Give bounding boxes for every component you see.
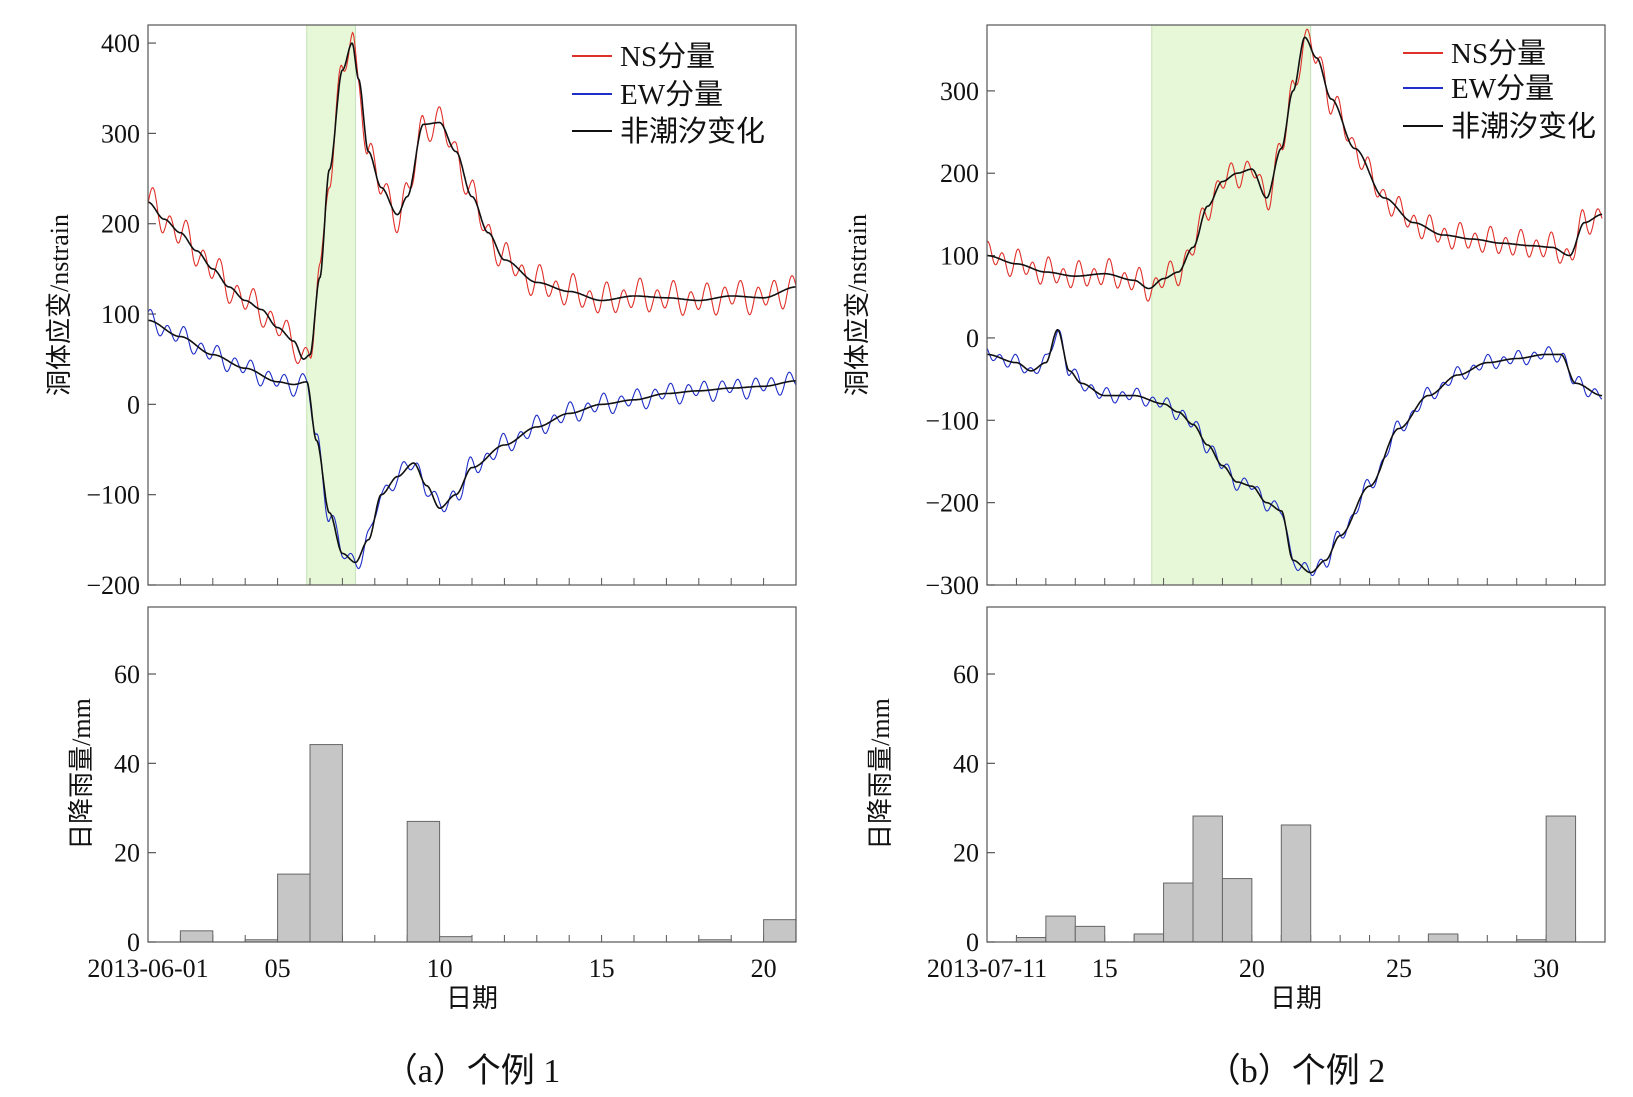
rain-bar (1045, 915, 1076, 943)
panel-b-strain-frame (986, 24, 1606, 586)
rain-bar (1015, 937, 1047, 943)
strain-series-nontidal (987, 36, 1603, 290)
panel-a-shaded-period (306, 24, 356, 586)
strain-ytick-label: 300 (940, 77, 979, 106)
panel-a-rain-ylabel: 日降雨量/mm (67, 698, 96, 850)
rain-bar (439, 936, 473, 943)
rain-bar (1280, 824, 1312, 943)
rain-xtick-label: 30 (1533, 954, 1559, 983)
legend-ew-label: EW分量 (1451, 73, 1554, 105)
rain-ytick-label: 0 (966, 928, 979, 957)
strain-series-ns (148, 31, 796, 365)
rain-ytick-label: 60 (114, 660, 140, 689)
strain-ytick-label: 200 (101, 210, 140, 239)
strain-series-ns (987, 28, 1603, 302)
legend-nontidal-label: 非潮汐变化 (620, 115, 765, 148)
panel-a-strain-frame (147, 24, 797, 586)
panel-a-rain-frame (147, 606, 797, 943)
legend-ew-label: EW分量 (620, 79, 723, 111)
rain-ytick-label: 20 (114, 839, 140, 868)
rain-bar (406, 820, 441, 943)
rain-xtick-label: 25 (1386, 954, 1412, 983)
strain-ytick-label: −200 (925, 489, 979, 518)
strain-ytick-label: −200 (86, 571, 140, 600)
rain-ytick-label: 60 (953, 660, 979, 689)
rain-bar (309, 744, 343, 943)
rain-bar (1163, 882, 1194, 943)
panel-b-legend: NS分量 EW分量 非潮汐变化 (1403, 38, 1596, 143)
strain-ytick-label: 200 (940, 159, 979, 188)
strain-ytick-label: 300 (101, 119, 140, 148)
rain-bar (179, 930, 214, 943)
strain-ytick-label: −100 (86, 481, 140, 510)
strain-ytick-label: −300 (925, 571, 979, 600)
rain-bar (1545, 815, 1577, 943)
panel-b-rain-xlabel: 日期 (1270, 984, 1322, 1013)
rain-xtick-label: 15 (589, 954, 615, 983)
legend-ns-label: NS分量 (620, 41, 715, 73)
strain-series-ew (987, 329, 1603, 577)
rain-bar (763, 919, 797, 943)
rain-xtick-label: 15 (1092, 954, 1118, 983)
rain-xtick-label: 10 (427, 954, 453, 983)
strain-ytick-label: 400 (101, 29, 140, 58)
panel-b-shaded-period (1151, 24, 1312, 586)
strain-ytick-label: 0 (127, 390, 140, 419)
rain-bar (1133, 933, 1165, 943)
strain-series-nontidal (148, 319, 796, 564)
caption-b: （b）个例 2 (1207, 1052, 1386, 1090)
panel-b-strain-ylabel: 洞体应变/nstrain (843, 214, 872, 396)
panel-a-strain-ylabel: 洞体应变/nstrain (45, 214, 74, 396)
rain-bar (1074, 925, 1106, 943)
rain-xtick-label: 20 (751, 954, 777, 983)
panel-b-strain: −300 −200 −100 0 100 200 300 洞体应变/nstrain NS分量… (843, 24, 1606, 600)
legend-nontidal-label: 非潮汐变化 (1451, 110, 1596, 143)
strain-ytick-label: −100 (925, 406, 979, 435)
rain-bar (1221, 878, 1253, 943)
panel-b-rain: 0 20 40 60 2013-07-11 15 20 25 30 日降雨量/mm 日期 (866, 606, 1606, 1013)
strain-ytick-label: 0 (966, 324, 979, 353)
panel-b-rain-frame (986, 606, 1606, 943)
strain-series-nontidal (987, 328, 1603, 574)
panel-a-rain-xlabel: 日期 (446, 984, 498, 1013)
rain-bar (277, 873, 311, 943)
rain-xtick-label: 05 (265, 954, 291, 983)
strain-series-nontidal (148, 42, 796, 361)
panel-a-legend: NS分量 EW分量 非潮汐变化 (572, 41, 765, 148)
rain-bar (1192, 815, 1223, 943)
rain-xtick-label: 20 (1239, 954, 1265, 983)
rain-xtick-label: 2013-06-01 (87, 954, 208, 983)
strain-series-ew (148, 308, 796, 570)
rain-ytick-label: 0 (127, 928, 140, 957)
legend-ns-label: NS分量 (1451, 38, 1546, 70)
caption-a: （a）个例 1 (384, 1052, 561, 1090)
rain-ytick-label: 40 (114, 749, 140, 778)
panel-a-rain: 0 20 40 60 2013-06-01 05 10 15 20 日降雨量/mm 日期 (67, 606, 797, 1013)
strain-ytick-label: 100 (940, 242, 979, 271)
panel-a-strain: −200 −100 0 100 200 300 400 洞体应变/nstrain NS分量 … (45, 24, 797, 600)
rain-ytick-label: 40 (953, 749, 979, 778)
rain-bar (1427, 933, 1459, 943)
rain-ytick-label: 20 (953, 839, 979, 868)
rain-xtick-label: 2013-07-11 (927, 954, 1047, 983)
strain-ytick-label: 100 (101, 300, 140, 329)
panel-b-rain-ylabel: 日降雨量/mm (866, 698, 895, 850)
